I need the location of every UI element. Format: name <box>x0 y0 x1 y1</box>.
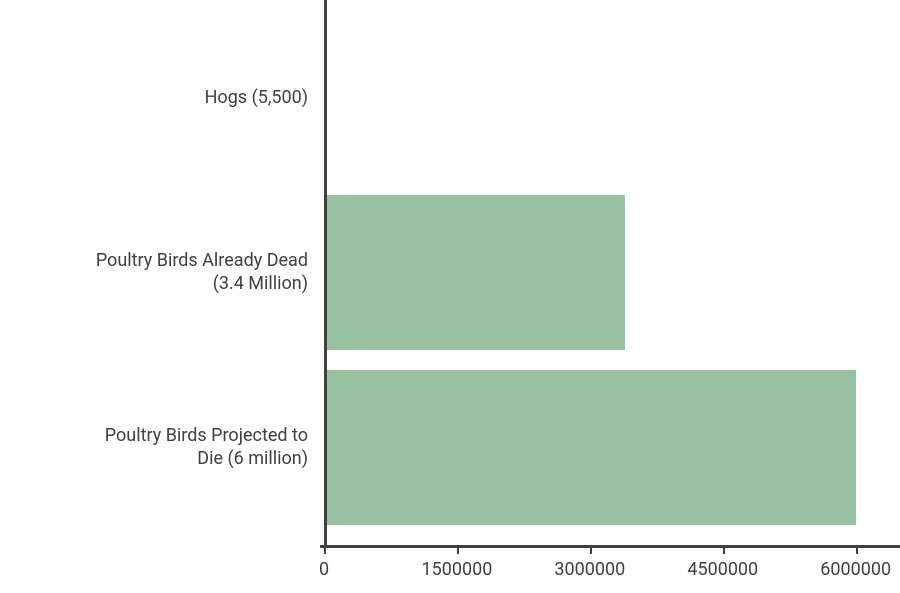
bar-chart: Hogs (5,500) Poultry Birds Already Dead(3… <box>0 0 900 593</box>
x-tick <box>723 548 725 554</box>
category-label: Poultry Birds Projected toDie (6 million… <box>10 424 308 471</box>
bar-row <box>320 20 900 175</box>
x-tick-label: 3000000 <box>554 559 625 580</box>
category-label-line: Hogs (5,500) <box>10 86 308 109</box>
category-label: Poultry Birds Already Dead(3.4 Million) <box>10 249 308 296</box>
x-tick <box>590 548 592 554</box>
bar-row <box>320 370 900 525</box>
x-tick <box>324 548 326 554</box>
x-tick-label: 4500000 <box>687 559 758 580</box>
x-axis-line <box>320 545 900 548</box>
bar-row <box>320 195 900 350</box>
x-tick-label: 0 <box>319 559 329 580</box>
plot-area: Hogs (5,500)Poultry Birds Already Dead(3… <box>320 0 900 593</box>
category-label: Hogs (5,500) <box>10 86 308 109</box>
category-label-line: Poultry Birds Already Dead <box>10 249 308 272</box>
bar <box>327 195 625 350</box>
x-tick-label: 1500000 <box>422 559 493 580</box>
category-label-line: Poultry Birds Projected to <box>10 424 308 447</box>
x-tick <box>856 548 858 554</box>
category-label-line: Die (6 million) <box>10 447 308 470</box>
bar <box>327 370 856 525</box>
x-tick-label: 6000000 <box>820 559 891 580</box>
x-tick <box>457 548 459 554</box>
category-label-line: (3.4 Million) <box>10 272 308 295</box>
